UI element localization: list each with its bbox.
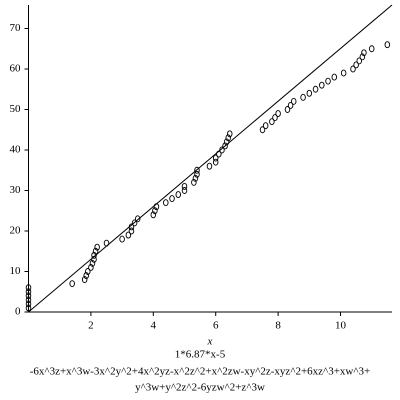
point xyxy=(69,280,75,288)
point xyxy=(194,170,200,178)
point xyxy=(194,166,200,174)
x-label: x xyxy=(207,336,213,348)
point xyxy=(91,251,97,259)
point xyxy=(384,41,391,49)
point xyxy=(319,81,325,89)
point xyxy=(25,300,32,308)
point xyxy=(359,53,366,61)
point xyxy=(25,304,32,312)
point xyxy=(89,259,96,267)
point xyxy=(181,187,188,194)
y-tick-label: 0 xyxy=(15,306,21,318)
point xyxy=(216,150,222,158)
caption: -6x^3z+x^3w-3x^2y^2+4x^2yz-x^2z^2+x^2zw-… xyxy=(30,366,370,378)
point xyxy=(306,89,313,97)
point xyxy=(353,61,359,69)
point xyxy=(81,276,88,284)
y-tick-label: 50 xyxy=(10,103,22,115)
point xyxy=(128,227,135,235)
y-tick-label: 20 xyxy=(10,225,22,237)
point xyxy=(212,158,219,166)
point xyxy=(91,255,97,263)
point xyxy=(262,122,269,130)
caption: 1*6.87*x-5 xyxy=(175,349,226,361)
point xyxy=(312,85,319,93)
point xyxy=(325,77,331,85)
point xyxy=(219,146,225,154)
point xyxy=(225,134,231,142)
caption: y^3w+y^2z^2-6yzw^2+z^3w xyxy=(135,382,265,394)
x-tick-label: 4 xyxy=(151,320,157,332)
point xyxy=(212,154,219,162)
y-tick-label: 10 xyxy=(10,265,22,277)
point xyxy=(134,215,141,223)
point xyxy=(222,142,228,150)
point xyxy=(181,182,188,190)
x-tick-label: 2 xyxy=(88,320,94,332)
point xyxy=(169,195,175,203)
x-tick-label: 6 xyxy=(213,320,219,332)
point xyxy=(125,231,132,239)
point xyxy=(25,288,32,296)
point xyxy=(259,126,266,134)
point xyxy=(103,239,110,247)
point xyxy=(25,296,32,304)
point xyxy=(290,97,297,105)
point xyxy=(152,207,158,215)
point xyxy=(331,73,338,81)
point xyxy=(223,138,230,146)
point xyxy=(25,292,32,300)
x-tick-label: 8 xyxy=(275,320,281,332)
point xyxy=(368,45,375,53)
y-tick-label: 70 xyxy=(10,22,22,34)
point xyxy=(361,49,367,57)
point xyxy=(153,203,160,211)
point xyxy=(272,114,278,122)
point xyxy=(88,263,94,271)
point xyxy=(94,243,100,251)
point xyxy=(25,284,32,292)
point xyxy=(192,174,199,182)
point xyxy=(206,162,213,170)
point xyxy=(85,268,91,275)
point xyxy=(287,101,294,109)
point xyxy=(356,57,362,65)
y-tick-label: 30 xyxy=(10,184,22,196)
point xyxy=(350,65,356,73)
point xyxy=(300,93,306,101)
point xyxy=(131,219,138,227)
y-tick-label: 40 xyxy=(10,144,22,156)
y-tick-label: 60 xyxy=(10,63,22,75)
point xyxy=(119,235,125,243)
point xyxy=(163,199,169,207)
reference-line xyxy=(28,4,393,313)
point xyxy=(284,106,291,113)
point xyxy=(175,191,182,198)
point xyxy=(83,272,89,279)
point xyxy=(269,118,275,126)
point xyxy=(340,69,347,77)
x-tick-label: 10 xyxy=(335,320,347,332)
point xyxy=(128,223,135,231)
point xyxy=(275,110,281,117)
point xyxy=(227,130,233,138)
point xyxy=(92,247,99,255)
point xyxy=(191,178,197,186)
point xyxy=(150,211,157,219)
